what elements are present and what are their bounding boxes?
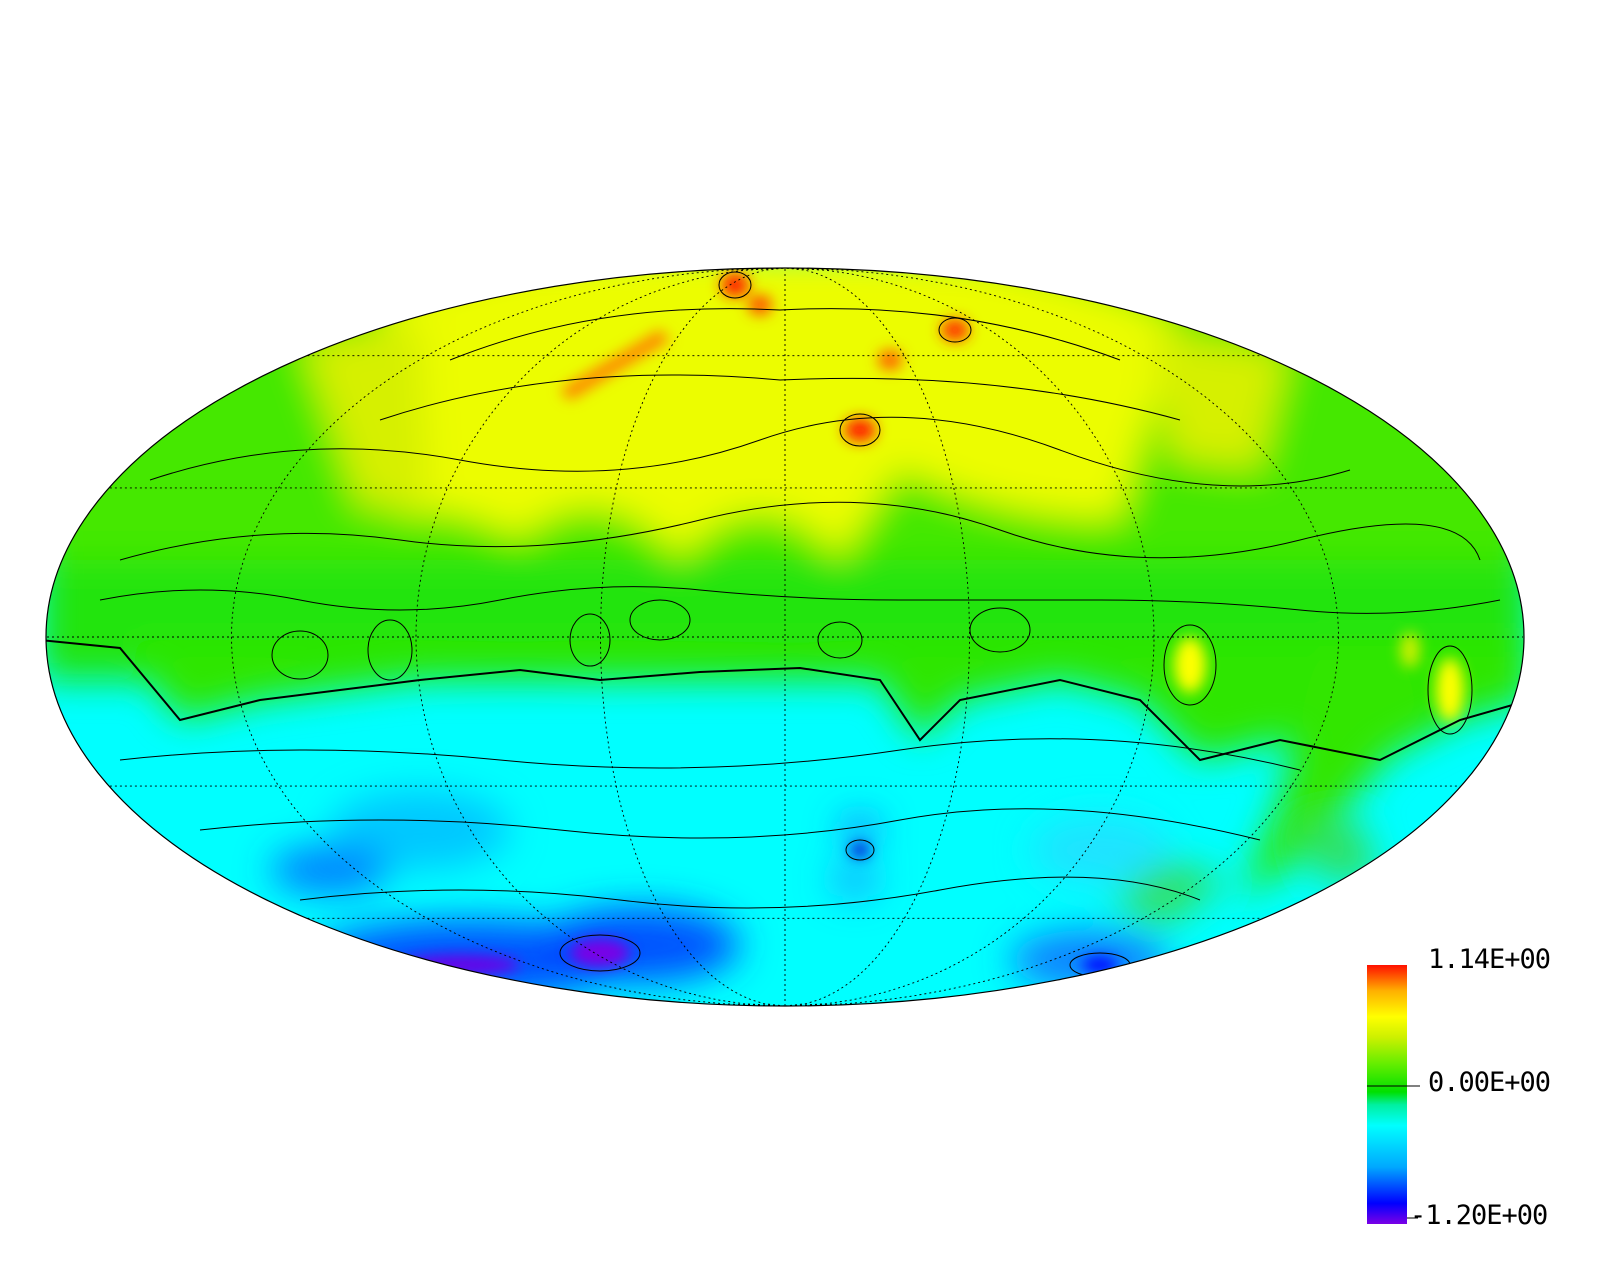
meridian-line [784, 267, 1339, 1007]
scalar-field [46, 268, 1524, 1006]
colorbar-gradient [1367, 965, 1407, 1224]
meridian-line [600, 267, 786, 1007]
map-outline [45, 267, 1525, 1007]
colorbar-zero-label: 0.00E+00 [1428, 1067, 1551, 1098]
meridian-line [784, 267, 970, 1007]
colorbar [1367, 965, 1420, 1224]
colorbar-max-label: 1.14E+00 [1428, 944, 1551, 975]
contour-lines [46, 271, 1524, 978]
colorbar-min-label: -1.20E+00 [1410, 1200, 1548, 1231]
meridian-line [231, 267, 786, 1007]
graticule [47, 267, 1523, 1007]
